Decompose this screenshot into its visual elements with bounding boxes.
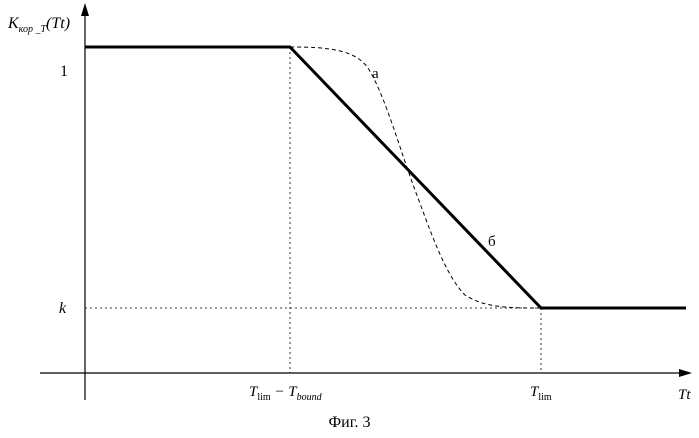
y-tick-1: 1 (60, 63, 68, 80)
curve-b-label: б (488, 234, 496, 250)
x-axis-label: Tt (678, 387, 691, 403)
y-tick-k: k (59, 300, 67, 317)
y-axis-title: Kкор _T(Tt) (7, 15, 70, 35)
y-axis-arrow-icon (81, 3, 89, 16)
curve-b (85, 47, 686, 308)
x-tick-tlim-minus-tbound: Tlim − Tbound (249, 384, 323, 403)
x-axis-arrow-icon (679, 369, 692, 377)
figure-caption: Фиг. 3 (0, 414, 699, 432)
curve-a-label: а (372, 66, 379, 82)
x-tick-tlim: Tlim (530, 384, 552, 403)
